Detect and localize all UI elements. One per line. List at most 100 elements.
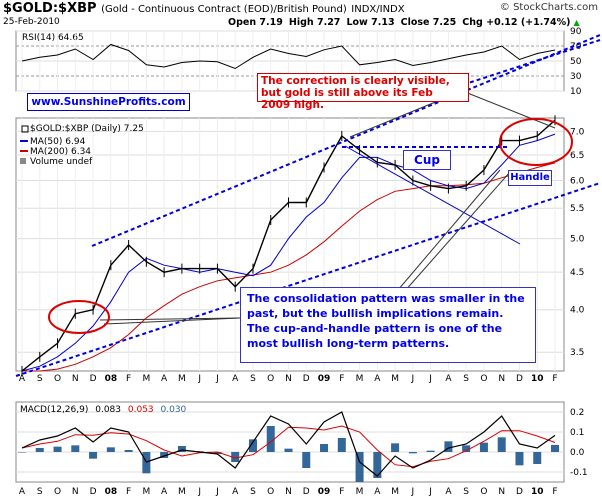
handle-circle [499, 118, 573, 166]
up-arrow-icon: ▲ [573, 18, 580, 27]
exchange: INDX/INDX [351, 4, 405, 15]
time-axis-price: A S O N D 08 F M A M J J A S O N D 09 F M A M J J A S O N D 10 F [19, 374, 558, 384]
time-tick-label: D [90, 374, 97, 384]
time-tick-label: D [303, 374, 310, 384]
rsi-tick-label: 90 [570, 27, 582, 37]
time-tick-label: A [232, 374, 239, 384]
macd-hist-bar [142, 452, 151, 474]
macd-hist-bar [284, 448, 293, 452]
time-tick-label: M [356, 487, 364, 497]
macd-tick-label: 0.2 [570, 408, 584, 418]
macd-hist-bar [320, 444, 329, 452]
macd-signal-line [21, 425, 556, 468]
rsi-line [21, 43, 556, 70]
time-tick-label: M [391, 374, 399, 384]
time-tick-label: O [54, 374, 61, 384]
rsi-tick-label: 30 [570, 72, 582, 82]
volume-legend-swatch [20, 158, 26, 164]
price-series [21, 115, 556, 376]
handle-label: Handle [508, 170, 552, 186]
time-tick-label: A [19, 487, 26, 497]
pointer-line-2 [459, 89, 556, 129]
price-tick-label: 4.5 [570, 268, 584, 278]
time-tick-label: O [480, 487, 487, 497]
macd-hist-bar [53, 446, 62, 452]
main-callout: The consolidation pattern was smaller in… [240, 287, 536, 363]
pointer-line-4 [103, 317, 241, 325]
time-tick-label: J [215, 374, 219, 384]
macd-hist-bar [106, 447, 115, 452]
price-tick-label: 3.5 [570, 348, 584, 358]
site-callout: www.SunshineProfits.com [27, 93, 190, 111]
open-value: Open 7.19 [228, 17, 283, 28]
macd-hist-bar [266, 426, 275, 452]
time-tick-label: O [267, 374, 274, 384]
macd-hist-bar [35, 448, 44, 452]
macd-hist-bar [444, 441, 453, 452]
time-tick-label: S [463, 374, 469, 384]
hist-value: 0.030 [161, 405, 187, 415]
cup-label: Cup [403, 150, 451, 170]
time-tick-label: A [374, 487, 381, 497]
time-tick-label: 10 [531, 374, 544, 384]
time-tick-label: F [126, 374, 131, 384]
time-axis-macd: A S O N D 08 F M A M J J A S O N D 09 F M A M J J A S O N D 10 F [19, 487, 558, 497]
time-tick-label: A [161, 487, 168, 497]
time-tick-label: F [552, 487, 557, 497]
price-tick-label: 4.0 [570, 306, 585, 316]
time-tick-label: S [250, 487, 256, 497]
macd-label-text: MACD(12,26,9) [20, 405, 88, 415]
pointer-line-3 [99, 317, 241, 321]
ma200-label: MA(200) 6.34 [30, 147, 91, 157]
time-tick-label: M [356, 374, 364, 384]
price-tick-label: 6.0 [570, 176, 585, 186]
time-tick-label: N [285, 374, 292, 384]
consolidation-circle [48, 300, 110, 334]
time-tick-label: F [339, 487, 344, 497]
macd-hist-bar [479, 442, 488, 452]
price-axis: 7.0 6.5 6.0 5.5 5.0 4.5 4.0 3.5 [570, 127, 585, 358]
time-tick-label: S [37, 374, 43, 384]
macd-hist-bar [231, 452, 240, 462]
time-tick-label: D [516, 487, 523, 497]
macd-hist-bar [248, 439, 257, 452]
price-tick-label: 5.5 [570, 204, 584, 214]
time-tick-label: S [463, 487, 469, 497]
low-value: Low 7.13 [346, 17, 395, 28]
high-value: High 7.27 [288, 17, 341, 28]
macd-panel [15, 401, 565, 483]
macd-hist-bar [18, 452, 26, 453]
macd-hist-bar [355, 452, 364, 482]
time-tick-label: F [552, 374, 557, 384]
time-tick-label: A [161, 374, 168, 384]
time-tick-label: M [391, 487, 399, 497]
macd-hist-bar [160, 452, 169, 458]
price-legend-swatch [21, 125, 29, 133]
change-value: Chg +0.12 (+1.74%) [462, 17, 571, 28]
time-tick-label: A [445, 487, 452, 497]
subtitle: (Gold - Continuous Contract (EOD)/Britis… [101, 4, 347, 15]
price-tick-label: 5.0 [570, 235, 585, 245]
time-tick-label: 08 [105, 487, 118, 497]
rsi-label: RSI(14) 64.65 [22, 33, 84, 43]
rsi-tick-label: 10 [570, 87, 582, 97]
macd-hist-bar [337, 438, 346, 452]
time-tick-label: A [232, 487, 239, 497]
rsi-trend-line [449, 39, 601, 90]
macd-line [21, 411, 556, 477]
time-tick-label: 08 [105, 374, 118, 384]
rsi-callout: The correction is clearly visible, but g… [257, 73, 469, 111]
macd-hist-bar [71, 445, 80, 452]
time-tick-label: F [339, 374, 344, 384]
rsi-tick-label: 70 [570, 42, 582, 52]
macd-label: MACD(12,26,9) 0.083 0.053 0.030 [20, 405, 187, 415]
time-tick-label: O [480, 374, 487, 384]
time-tick-label: 09 [318, 487, 331, 497]
macd-hist-bar [177, 446, 186, 452]
macd-hist-bar [497, 437, 506, 452]
time-tick-label: S [250, 374, 256, 384]
time-tick-label: S [37, 487, 43, 497]
time-tick-label: O [267, 487, 274, 497]
time-tick-label: 09 [318, 374, 331, 384]
stockcharts-logo: © StockCharts.com [499, 2, 598, 13]
